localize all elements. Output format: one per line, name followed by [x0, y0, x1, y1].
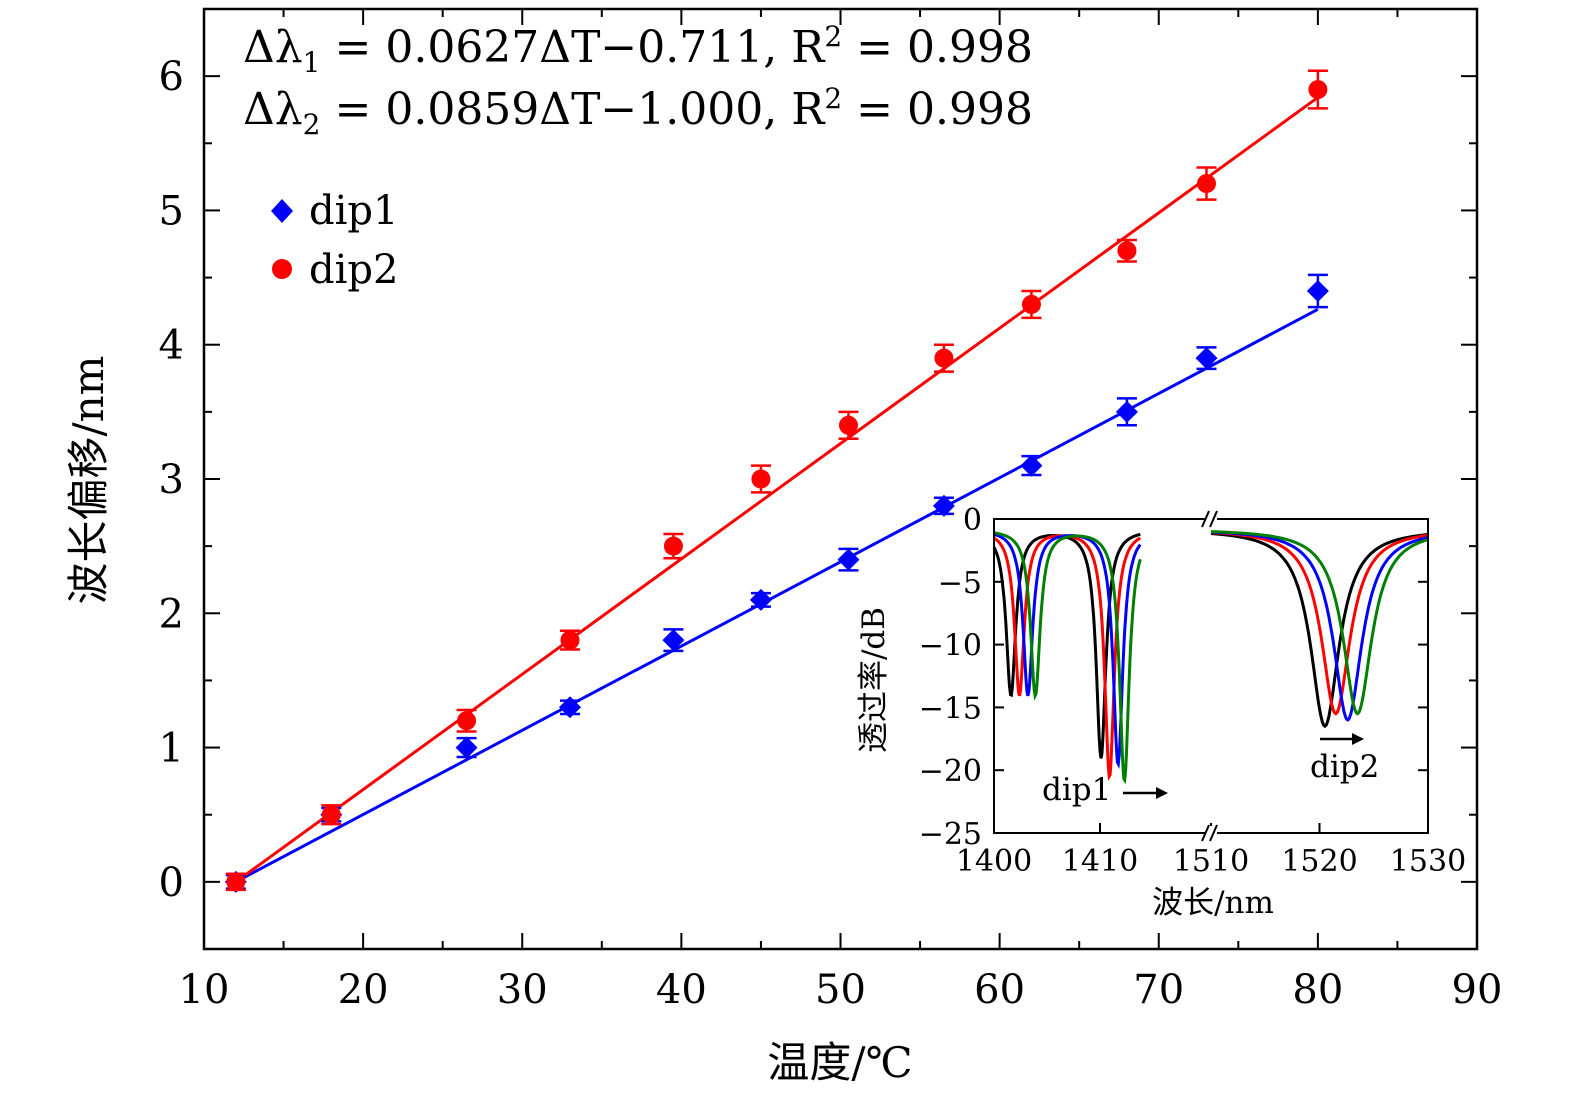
inset-x-tick-label: 1400 [956, 844, 1032, 879]
legend-marker-dip1 [271, 199, 293, 223]
data-point-dip2 [751, 469, 771, 489]
data-point-dip1 [1195, 347, 1218, 370]
inset-chart: 1400 1410 1510 1520 1530 0 −5 −10 −15 −20 −25 dip1… [856, 503, 1466, 921]
data-point-dip1 [1020, 454, 1043, 477]
equation-dip2: Δλ2 = 0.0859ΔT−1.000, R2 = 0.998 [243, 82, 1033, 141]
legend-label-dip2: dip2 [309, 247, 398, 293]
x-tick-label: 20 [338, 967, 389, 1013]
x-tick-label: 40 [656, 967, 707, 1013]
inset-curve-left-3 [993, 531, 1142, 785]
data-point-dip2 [457, 711, 477, 731]
data-point-dip1 [558, 696, 581, 719]
data-point-dip1 [837, 548, 860, 571]
x-tick-label: 80 [1292, 967, 1343, 1013]
x-tick-label: 50 [815, 967, 866, 1013]
inset-axis-break-mark [1201, 510, 1210, 528]
data-point-dip2 [838, 415, 858, 435]
y-tick-label: 2 [159, 591, 184, 637]
inset-x-tick-label: 1410 [1062, 844, 1138, 879]
data-point-dip1 [1306, 280, 1329, 302]
data-point-dip1 [455, 736, 478, 759]
data-point-dip2 [560, 630, 580, 650]
data-point-dip2 [934, 348, 954, 368]
inset-background [994, 519, 1428, 833]
inset-y-tick-label: −25 [919, 817, 982, 852]
inset-x-tick-label: 1530 [1390, 844, 1466, 879]
y-tick-label: 1 [159, 726, 184, 772]
inset-y-tick-label: −5 [938, 566, 982, 601]
inset-y-tick-label: −10 [919, 629, 982, 664]
inset-arrow-dip1 [1123, 787, 1168, 799]
inset-y-tick-label: −15 [919, 691, 982, 726]
x-tick-label: 60 [974, 967, 1025, 1013]
inset-y-tick-label: 0 [963, 503, 982, 538]
inset-x-axis-title: 波长/nm [1152, 885, 1274, 921]
legend-label-dip1: dip1 [309, 188, 398, 234]
inset-y-axis-title: 透过率/dB [856, 607, 892, 753]
inset-annotation-dip1: dip1 [1042, 772, 1111, 808]
inset-x-tick-label: 1510 [1173, 844, 1249, 879]
data-point-dip2 [1117, 241, 1137, 261]
legend-marker-dip2 [272, 259, 292, 279]
data-point-dip1 [749, 588, 772, 611]
y-tick-label: 6 [159, 54, 184, 100]
main-axis-ticks: 10 20 30 40 50 60 70 80 90 0 1 2 3 4 5 6 [159, 9, 1503, 1013]
y-tick-label: 3 [159, 457, 184, 503]
fit-lines [234, 96, 1319, 884]
x-axis-title: 温度/℃ [767, 1038, 912, 1087]
data-point-dip1 [662, 629, 685, 652]
data-point-dip2 [226, 872, 246, 892]
fit-line-dip2 [234, 96, 1319, 884]
data-point-dip2 [321, 805, 341, 825]
inset-curve-right-3 [1210, 530, 1429, 716]
x-tick-label: 30 [497, 967, 548, 1013]
inset-annotation-dip2: dip2 [1310, 749, 1379, 785]
inset-axis-ticks: 1400 1410 1510 1520 1530 0 −5 −10 −15 −20 −25 [919, 503, 1466, 879]
data-point-dip2 [1021, 294, 1041, 314]
inset-x-tick-label: 1520 [1281, 844, 1357, 879]
x-tick-label: 90 [1452, 967, 1503, 1013]
data-point-dip2 [1196, 174, 1216, 194]
x-tick-label: 70 [1133, 967, 1184, 1013]
inset-curve-right-0 [1210, 532, 1429, 729]
fit-line-dip1 [235, 307, 1319, 884]
y-tick-label: 5 [159, 188, 184, 234]
inset-arrow-dip2 [1320, 733, 1364, 745]
y-tick-label: 4 [159, 323, 184, 369]
inset-axis-break-mark [1201, 824, 1210, 842]
inset-axis-break-mark [1209, 510, 1218, 528]
y-tick-label: 0 [159, 860, 184, 906]
equation-dip1: Δλ1 = 0.0627ΔT−0.711, R2 = 0.998 [243, 20, 1033, 79]
data-point-dip2 [663, 536, 683, 556]
data-point-dip2 [1308, 80, 1328, 100]
inset-y-tick-label: −20 [919, 754, 982, 789]
legend: dip1 dip2 [271, 188, 398, 293]
inset-axis-break-mark [1209, 824, 1218, 842]
data-point-dip1 [932, 494, 955, 517]
y-axis-title: 波长偏移/nm [64, 355, 113, 604]
data-point-dip1 [1115, 400, 1138, 423]
inset-transmission-curves [992, 530, 1429, 785]
data-points [224, 69, 1329, 893]
x-tick-label: 10 [179, 967, 230, 1013]
